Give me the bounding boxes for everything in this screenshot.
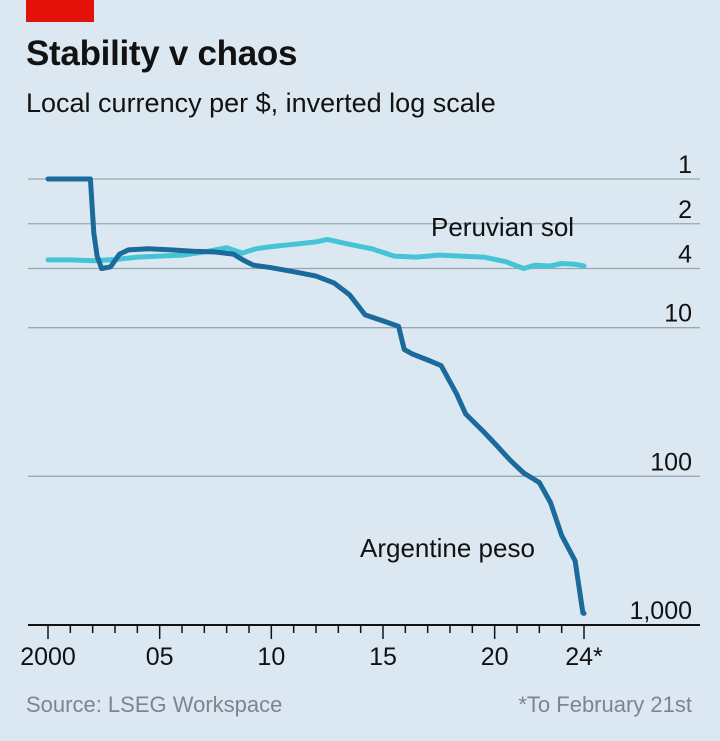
chart-title: Stability v chaos — [26, 34, 298, 73]
chart-subtitle: Local currency per $, inverted log scale — [26, 88, 496, 118]
y-tick-label: 4 — [678, 241, 692, 269]
x-tick-label: 10 — [257, 643, 285, 671]
footnote: *To February 21st — [518, 692, 692, 717]
y-tick-label: 2 — [678, 196, 692, 224]
y-tick-label: 100 — [650, 448, 692, 476]
x-tick-label: 15 — [369, 643, 397, 671]
x-tick-label: 24* — [565, 643, 603, 671]
x-tick-label: 05 — [146, 643, 174, 671]
brand-red-tag — [26, 0, 94, 22]
y-tick-label: 1 — [678, 151, 692, 179]
source-note: Source: LSEG Workspace — [26, 692, 283, 717]
y-tick-label: 1,000 — [629, 597, 692, 625]
y-tick-label: 10 — [664, 300, 692, 328]
x-tick-label: 20 — [481, 643, 509, 671]
series-line-peruvian-sol — [45, 236, 587, 271]
label-peruvian-sol: Peruvian sol — [431, 212, 574, 242]
label-argentine-peso: Argentine peso — [360, 533, 535, 563]
series-line-argentine-peso — [45, 176, 587, 616]
x-tick-label: 2000 — [20, 643, 76, 671]
